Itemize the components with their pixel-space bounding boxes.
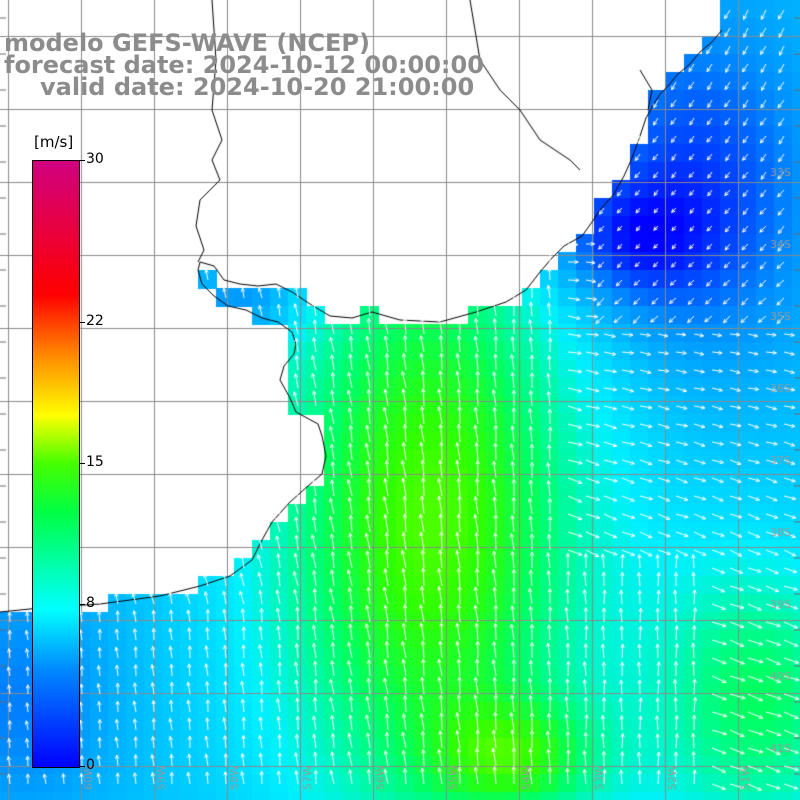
colorbar-tick-mark (79, 463, 85, 464)
colorbar-tick-label: 30 (86, 151, 104, 167)
colorbar-tick-label: 15 (86, 454, 104, 470)
colorbar-tick-label: 0 (86, 757, 95, 773)
forecast-date: forecast date: 2024-10-12 00:00:00 (4, 51, 484, 79)
colorbar-tick-mark (79, 604, 85, 606)
colorbar-tick-label: 22 (86, 312, 104, 329)
valid-date: valid date: 2024-10-20 21:00:00 (40, 73, 475, 101)
colorbar-tick-mark (79, 766, 85, 767)
colorbar-tick-label: 8 (86, 595, 95, 612)
colorbar (32, 160, 80, 768)
model-title: modelo GEFS-WAVE (NCEP) (4, 29, 370, 57)
colorbar-tick-mark (79, 321, 85, 323)
colorbar-unit: [m/s] (34, 133, 74, 151)
colorbar-tick-mark (79, 160, 85, 161)
